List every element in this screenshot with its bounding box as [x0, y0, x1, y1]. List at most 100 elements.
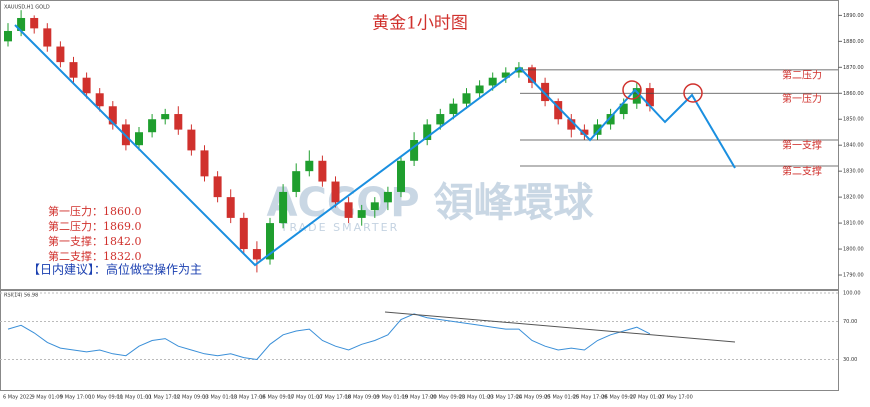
level-label: 第二压力 — [782, 68, 822, 81]
x-tick-label: 19 May 01:00 — [374, 395, 408, 401]
candle-body — [4, 30, 12, 42]
candle-body — [213, 176, 222, 198]
summary-line: 第二支撑：1832.0 — [48, 249, 142, 263]
candle-body — [200, 150, 209, 177]
marker-circle — [683, 83, 703, 103]
y-tick-label: 1830.00 — [843, 169, 864, 175]
candle-body — [619, 103, 628, 115]
rsi-line — [7, 313, 651, 361]
candle-body — [344, 202, 353, 218]
candle-body — [593, 124, 602, 135]
x-tick-label: 12 May 09:00 — [174, 395, 208, 401]
candle-body — [449, 103, 458, 115]
summary-line: 第一压力：1860.0 — [48, 204, 142, 218]
x-tick-label: 18 May 09:00 — [345, 395, 379, 401]
y-tick-label: 70.00 — [843, 319, 857, 325]
candle-body — [226, 197, 235, 218]
level-label: 第一支撑 — [782, 139, 822, 152]
candle-body — [161, 114, 170, 120]
x-tick-label: 27 May 01:00 — [630, 395, 664, 401]
candle-body — [56, 46, 65, 63]
x-tick-label: 9 May 17:00 — [60, 395, 91, 401]
candle-body — [252, 249, 261, 260]
x-tick-label: 27 May 17:00 — [659, 395, 693, 401]
candle-body — [488, 77, 497, 86]
x-tick-label: 23 May 01:00 — [459, 395, 493, 401]
candle-body — [370, 202, 379, 211]
x-tick-label: 11 May 17:00 — [146, 395, 180, 401]
x-tick-label: 10 May 09:00 — [89, 395, 123, 401]
watermark: ACCOP 領峰環球 — [267, 180, 595, 226]
x-tick-label: 23 May 17:00 — [488, 395, 522, 401]
y-tick-label: 1810.00 — [843, 221, 864, 227]
candle-body — [528, 67, 536, 83]
y-tick-label: 1790.00 — [843, 273, 864, 279]
candle-body — [30, 17, 39, 29]
x-tick-label: 11 May 01:00 — [117, 395, 151, 401]
y-tick-label: 1860.00 — [843, 91, 864, 97]
candle-body — [292, 171, 301, 192]
candle-body — [266, 223, 274, 260]
y-tick-label: 1890.00 — [843, 13, 864, 19]
candle-body — [410, 140, 419, 161]
x-tick-label: 9 May 01:00 — [32, 395, 63, 401]
x-tick-label: 20 May 09:00 — [431, 395, 465, 401]
candle-body — [279, 191, 288, 224]
candle-body — [606, 114, 615, 125]
candle-body — [174, 114, 183, 130]
advice: 【日内建议】：高位做空操作为主 — [28, 262, 202, 277]
x-tick-label: 17 May 01:00 — [288, 395, 322, 401]
rsi-trend-line — [384, 311, 736, 343]
x-tick-label: 13 May 17:00 — [231, 395, 265, 401]
candle-body — [135, 132, 143, 146]
candle-body — [108, 106, 117, 125]
candle-body — [187, 129, 196, 151]
x-tick-label: 13 May 01:00 — [203, 395, 237, 401]
candle-body — [357, 210, 366, 218]
candle-body — [17, 17, 26, 31]
candle-body — [95, 93, 104, 107]
y-tick-label: 1880.00 — [843, 39, 864, 45]
y-tick-label: 1800.00 — [843, 247, 864, 253]
y-tick-label: 1820.00 — [843, 195, 864, 201]
candle-body — [645, 88, 654, 107]
candle-body — [318, 160, 327, 182]
candle-body — [541, 82, 550, 102]
candle-body — [331, 181, 340, 203]
plot: 1790.00 1800.00 1810.00 1820.00 1830.00 1840.… — [0, 10, 864, 401]
marker-circle — [622, 80, 642, 100]
candle-body — [501, 72, 510, 78]
x-tick-label: 17 May 17:00 — [317, 395, 351, 401]
level-label: 第二支撑 — [782, 164, 822, 177]
x-tick-label: 16 May 09:00 — [260, 395, 294, 401]
x-tick-label: 25 May 17:00 — [573, 395, 607, 401]
candle-body — [148, 119, 157, 133]
candle-body — [239, 217, 248, 250]
candle-body — [397, 160, 405, 192]
x-tick-label: 26 May 09:00 — [602, 395, 636, 401]
x-tick-label: 24 May 09:00 — [516, 395, 550, 401]
candle-body — [462, 93, 471, 104]
x-tick-label: 19 May 17:00 — [402, 395, 436, 401]
candle-body — [305, 160, 314, 172]
y-tick-label: 30.00 — [843, 357, 857, 363]
candle-body — [423, 124, 432, 141]
summary-line: 第一支撑：1842.0 — [48, 234, 142, 248]
candle-body — [82, 77, 91, 94]
symbol: XAUUSD,H1 GOLD — [4, 5, 50, 11]
candle-body — [567, 119, 576, 130]
y-tick-label: 1850.00 — [843, 117, 864, 123]
rsi-frame — [0, 290, 839, 391]
candle-body — [632, 88, 641, 104]
candle-body — [383, 191, 392, 203]
candle-body — [69, 62, 78, 78]
candle-body — [43, 28, 52, 47]
y-tick-label: 1840.00 — [843, 143, 864, 149]
candle-body — [475, 85, 484, 94]
y-tick-label: 100.00 — [843, 291, 861, 297]
x-tick-label: 6 May 2022 — [3, 395, 32, 401]
rsi-title: RSI(14) 56.98 — [4, 293, 38, 299]
y-tick-label: 1870.00 — [843, 65, 864, 71]
candle-body — [580, 129, 589, 135]
level-label: 第一压力 — [782, 92, 822, 105]
